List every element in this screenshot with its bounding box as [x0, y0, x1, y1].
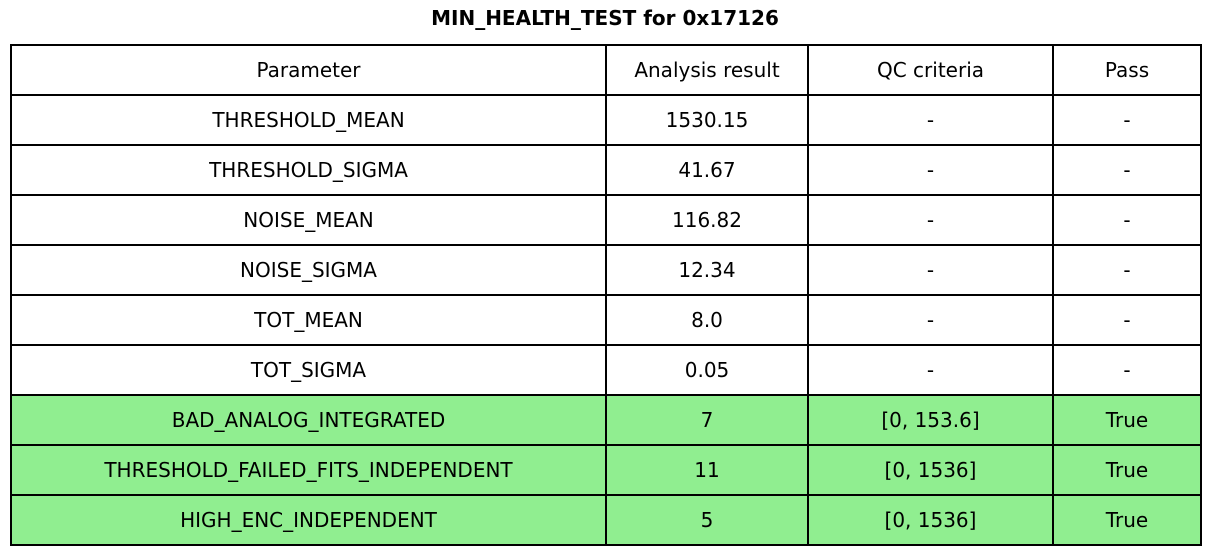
table-row: HIGH_ENC_INDEPENDENT 5 [0, 1536] True [10, 494, 1202, 546]
qc-cell: - [807, 244, 1054, 296]
col-header-analysis-result: Analysis result [605, 44, 809, 96]
figure-title: MIN_HEALTH_TEST for 0x17126 [431, 6, 779, 30]
qc-results-table: Parameter Analysis result QC criteria Pa… [10, 44, 1202, 546]
col-header-pass: Pass [1052, 44, 1202, 96]
col-header-parameter: Parameter [10, 44, 607, 96]
pass-cell: True [1052, 494, 1202, 546]
qc-cell: [0, 153.6] [807, 394, 1054, 446]
pass-cell: - [1052, 294, 1202, 346]
table-row: BAD_ANALOG_INTEGRATED 7 [0, 153.6] True [10, 394, 1202, 446]
parameter-cell: HIGH_ENC_INDEPENDENT [10, 494, 607, 546]
parameter-cell: THRESHOLD_MEAN [10, 94, 607, 146]
parameter-cell: BAD_ANALOG_INTEGRATED [10, 394, 607, 446]
pass-cell: True [1052, 444, 1202, 496]
parameter-cell: THRESHOLD_FAILED_FITS_INDEPENDENT [10, 444, 607, 496]
result-cell: 11 [605, 444, 809, 496]
table-row: THRESHOLD_SIGMA 41.67 - - [10, 144, 1202, 196]
qc-cell: - [807, 294, 1054, 346]
table-row: TOT_SIGMA 0.05 - - [10, 344, 1202, 396]
parameter-cell: NOISE_MEAN [10, 194, 607, 246]
pass-cell: - [1052, 94, 1202, 146]
result-cell: 41.67 [605, 144, 809, 196]
result-cell: 5 [605, 494, 809, 546]
qc-cell: - [807, 144, 1054, 196]
header-row: Parameter Analysis result QC criteria Pa… [10, 44, 1202, 96]
qc-cell: - [807, 194, 1054, 246]
qc-cell: [0, 1536] [807, 444, 1054, 496]
pass-cell: - [1052, 344, 1202, 396]
result-cell: 116.82 [605, 194, 809, 246]
table-row: TOT_MEAN 8.0 - - [10, 294, 1202, 346]
table-row: NOISE_MEAN 116.82 - - [10, 194, 1202, 246]
qc-cell: - [807, 94, 1054, 146]
table-row: NOISE_SIGMA 12.34 - - [10, 244, 1202, 296]
table-row: THRESHOLD_MEAN 1530.15 - - [10, 94, 1202, 146]
parameter-cell: NOISE_SIGMA [10, 244, 607, 296]
table-row: THRESHOLD_FAILED_FITS_INDEPENDENT 11 [0,… [10, 444, 1202, 496]
parameter-cell: TOT_SIGMA [10, 344, 607, 396]
result-cell: 12.34 [605, 244, 809, 296]
pass-cell: True [1052, 394, 1202, 446]
pass-cell: - [1052, 144, 1202, 196]
qc-cell: [0, 1536] [807, 494, 1054, 546]
result-cell: 0.05 [605, 344, 809, 396]
pass-cell: - [1052, 244, 1202, 296]
parameter-cell: TOT_MEAN [10, 294, 607, 346]
pass-cell: - [1052, 194, 1202, 246]
col-header-qc-criteria: QC criteria [807, 44, 1054, 96]
result-cell: 7 [605, 394, 809, 446]
qc-cell: - [807, 344, 1054, 396]
result-cell: 8.0 [605, 294, 809, 346]
parameter-cell: THRESHOLD_SIGMA [10, 144, 607, 196]
result-cell: 1530.15 [605, 94, 809, 146]
